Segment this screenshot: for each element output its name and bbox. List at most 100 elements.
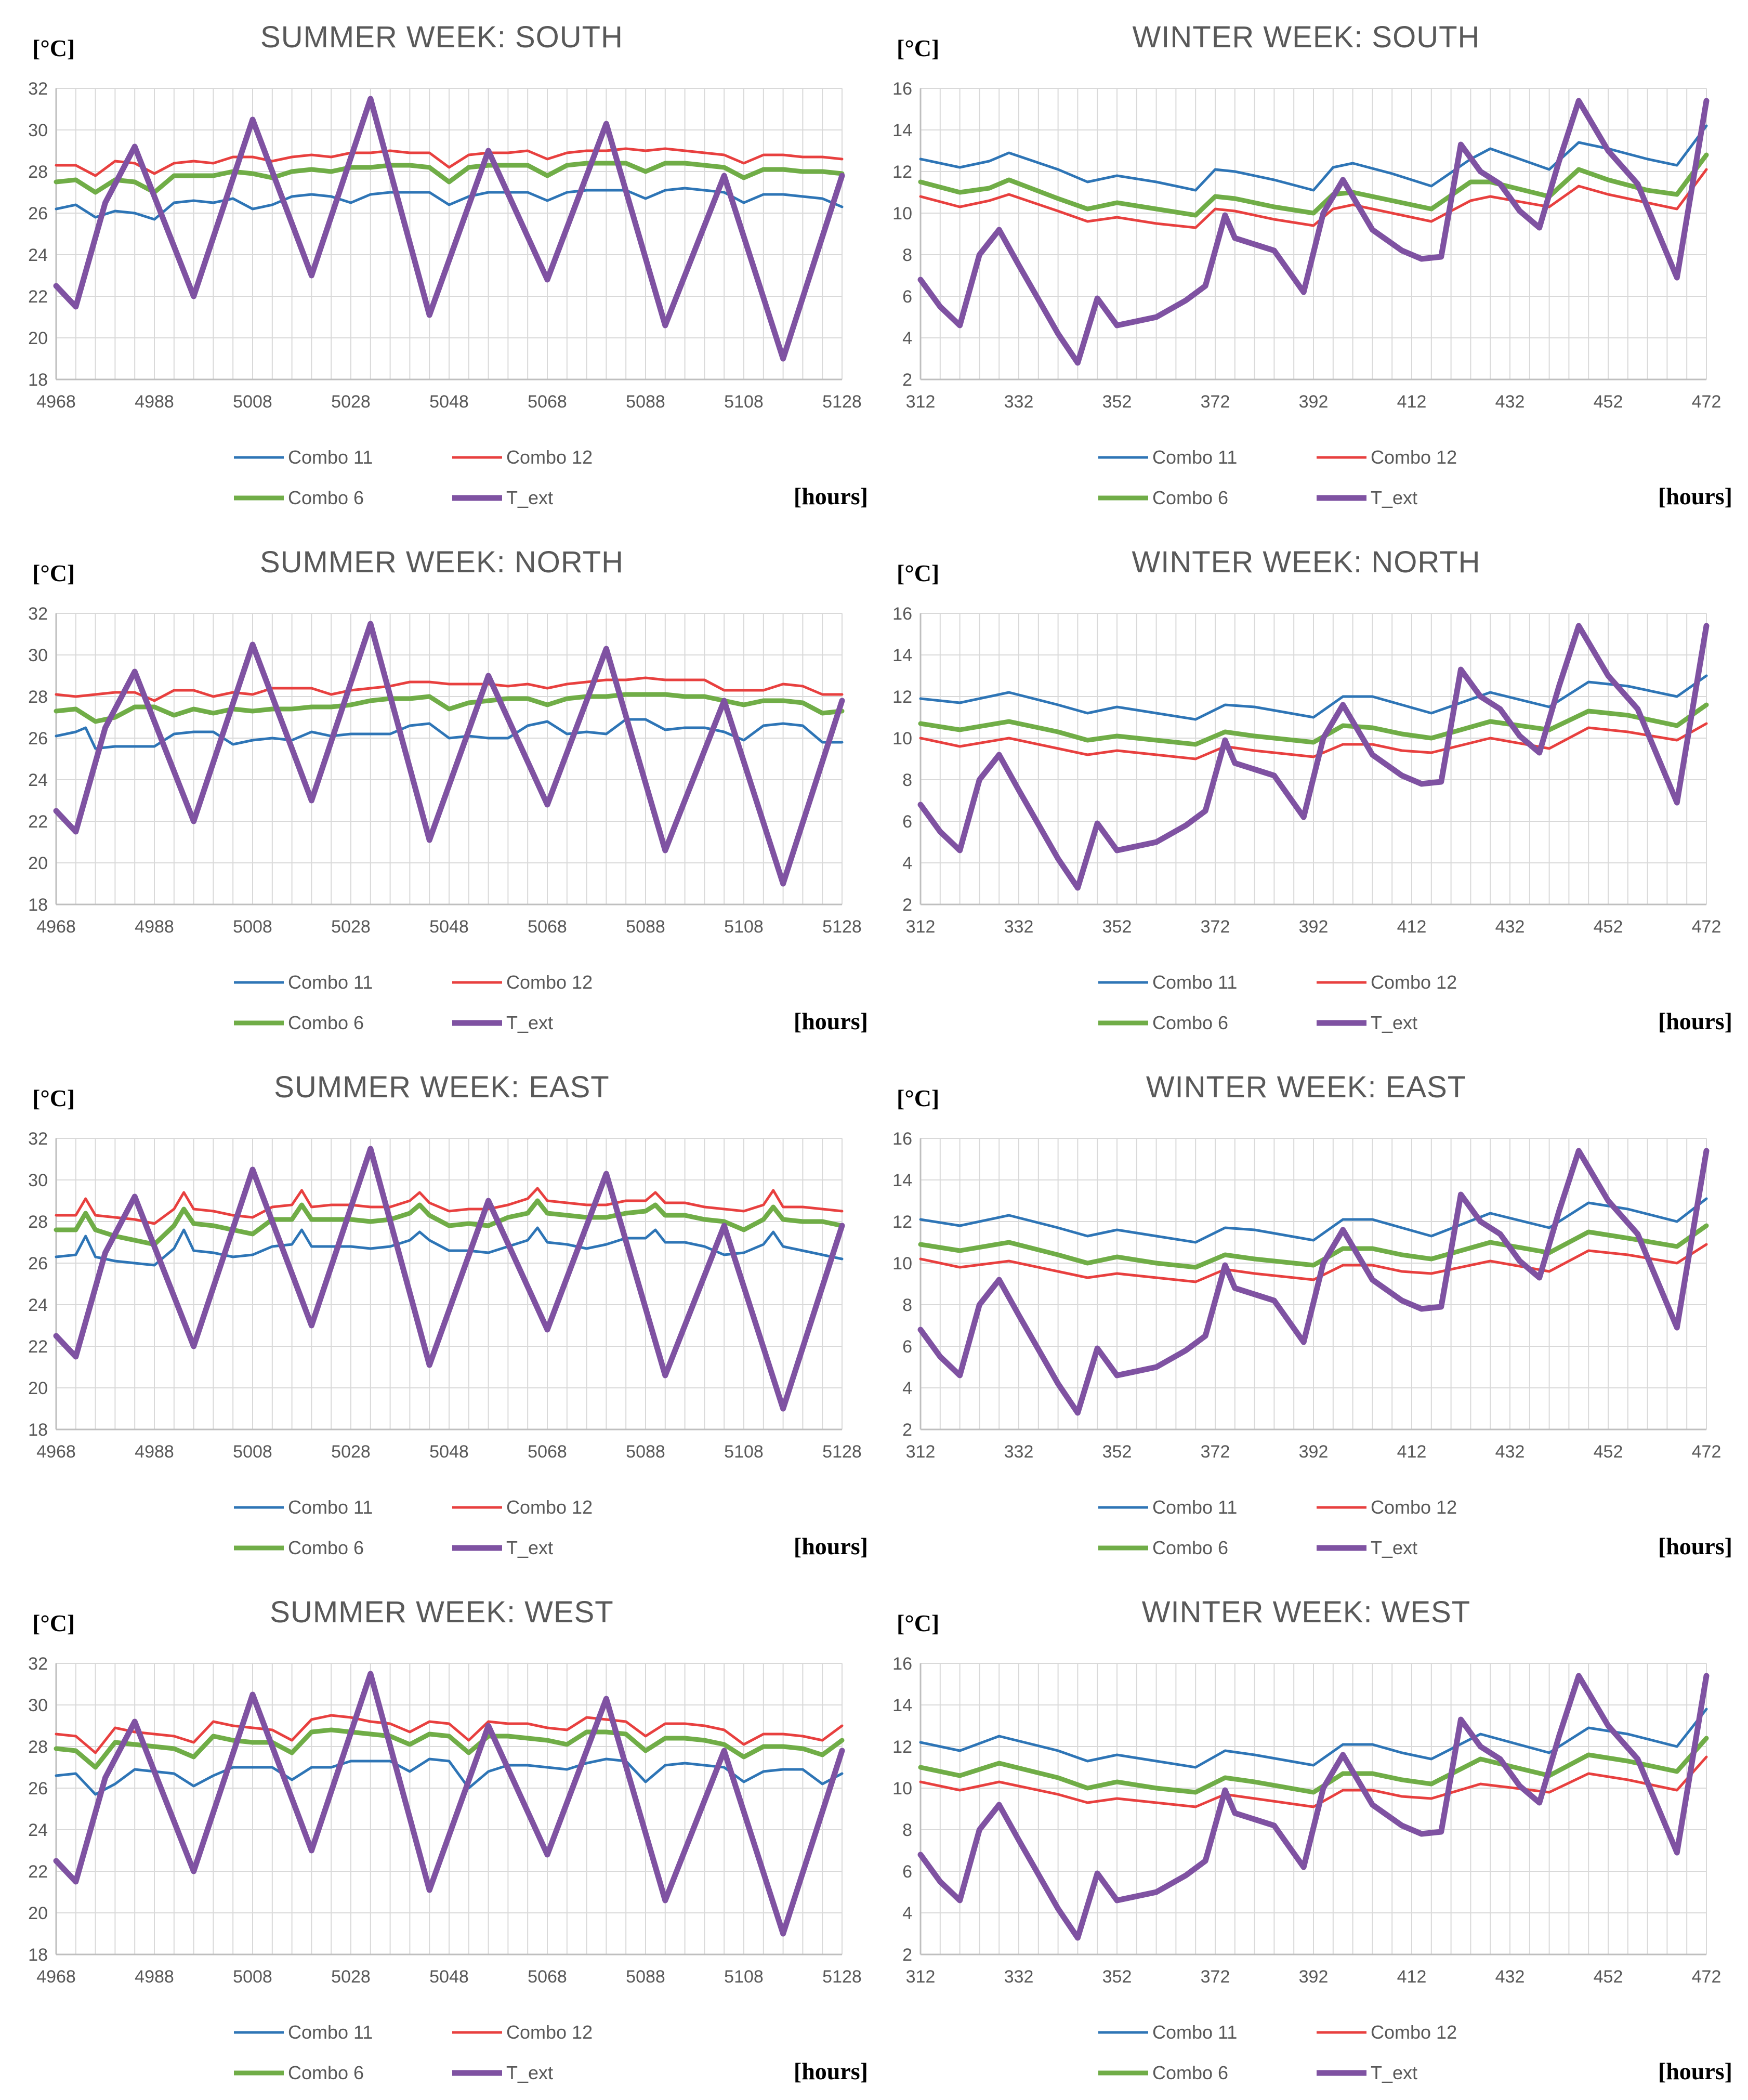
y-axis-unit: [°C] <box>32 1085 75 1111</box>
legend-label: Combo 11 <box>288 2022 373 2043</box>
x-tick-label: 312 <box>906 392 936 412</box>
x-tick-label: 372 <box>1201 917 1230 937</box>
x-tick-label: 392 <box>1299 1967 1329 1987</box>
series-line-combo-11 <box>55 1226 844 1267</box>
series-line-combo-6 <box>54 161 845 195</box>
y-tick-label: 32 <box>28 79 48 99</box>
series-line-combo-11 <box>919 1197 1708 1244</box>
x-tick-label: 332 <box>1004 1442 1034 1462</box>
y-tick-label: 16 <box>892 79 912 99</box>
x-tick-label: 452 <box>1594 1967 1623 1987</box>
x-tick-label: 332 <box>1004 1967 1034 1987</box>
y-tick-label: 2 <box>902 370 912 390</box>
legend-label: Combo 6 <box>1152 1012 1228 1033</box>
series-line-t-ext <box>917 1148 1710 1416</box>
y-tick-label: 26 <box>28 204 48 224</box>
x-tick-label: 412 <box>1397 1442 1427 1462</box>
x-tick-label: 312 <box>906 1967 936 1987</box>
series-line-t-ext <box>53 1671 845 1937</box>
x-tick-label: 312 <box>906 917 936 937</box>
x-tick-label: 5068 <box>528 1967 567 1987</box>
x-tick-label: 5088 <box>626 1442 665 1462</box>
chart-canvas: 18 20 22 24 26 28 30 32 4968 4988 5008 5028 5048 5068… <box>28 1654 862 2083</box>
legend-label: Combo 11 <box>288 1497 373 1518</box>
y-axis-unit: [°C] <box>32 560 75 586</box>
x-tick-label: 392 <box>1299 1442 1329 1462</box>
y-axis-unit: [°C] <box>32 35 75 61</box>
x-axis-unit: [hours] <box>793 1533 868 1559</box>
y-tick-label: 22 <box>28 812 48 832</box>
x-tick-label: 5088 <box>626 917 665 937</box>
chart-canvas: 18 20 22 24 26 28 30 32 4968 4988 5008 5028 5048 5068… <box>28 79 862 508</box>
x-tick-label: 432 <box>1495 392 1525 412</box>
x-tick-label: 352 <box>1102 1442 1132 1462</box>
series-line-combo-12 <box>919 168 1708 229</box>
chart-winter-west: 2 4 6 8 10 12 14 16 312 332 352 372 392 412 432 452 472 C… <box>880 1575 1732 2100</box>
y-tick-label: 22 <box>28 1862 48 1882</box>
y-axis-unit: [°C] <box>897 560 940 586</box>
x-tick-label: 5048 <box>429 392 469 412</box>
legend-label: Combo 12 <box>1371 1497 1457 1518</box>
legend-label: Combo 6 <box>288 1012 364 1033</box>
chart-summer-west: 18 20 22 24 26 28 30 32 4968 4988 5008 5028 5048 5068… <box>16 1575 868 2100</box>
x-tick-label: 4988 <box>135 392 174 412</box>
series-line-combo-11 <box>55 718 844 750</box>
x-tick-label: 5028 <box>331 1967 371 1987</box>
legend-label: Combo 12 <box>506 447 593 468</box>
y-tick-label: 12 <box>892 1737 912 1757</box>
chart-canvas: 18 20 22 24 26 28 30 32 4968 4988 5008 5028 5048 5068… <box>28 1129 862 1558</box>
x-tick-label: 452 <box>1594 917 1623 937</box>
x-tick-label: 432 <box>1495 1442 1525 1462</box>
series-line-combo-12 <box>55 1187 844 1225</box>
y-axis-unit: [°C] <box>897 35 940 61</box>
x-tick-label: 5128 <box>822 1967 862 1987</box>
legend-label: Combo 6 <box>288 487 364 508</box>
x-tick-label: 5128 <box>822 392 862 412</box>
y-tick-label: 16 <box>892 1654 912 1674</box>
x-tick-label: 5028 <box>331 917 371 937</box>
x-tick-label: 5048 <box>429 1967 469 1987</box>
x-tick-label: 5108 <box>724 392 764 412</box>
series-line-combo-6 <box>54 692 845 724</box>
x-tick-label: 5128 <box>822 917 862 937</box>
y-tick-label: 18 <box>28 895 48 915</box>
x-tick-label: 5088 <box>626 1967 665 1987</box>
series-line-t-ext <box>917 1673 1710 1941</box>
legend-label: Combo 12 <box>1371 972 1457 993</box>
x-tick-label: 332 <box>1004 392 1034 412</box>
y-tick-label: 28 <box>28 1212 48 1232</box>
y-tick-label: 8 <box>902 1820 912 1840</box>
chart-title: SUMMER WEEK: SOUTH <box>260 20 623 54</box>
chart-title: SUMMER WEEK: NORTH <box>259 545 624 579</box>
x-tick-label: 432 <box>1495 917 1525 937</box>
series-line-combo-11 <box>919 674 1708 721</box>
x-axis-unit: [hours] <box>793 483 868 509</box>
series-line-t-ext <box>53 96 845 362</box>
y-tick-label: 18 <box>28 1945 48 1965</box>
legend-label: Combo 11 <box>288 447 373 468</box>
x-tick-label: 472 <box>1692 917 1721 937</box>
series-line-combo-6 <box>918 1736 1709 1795</box>
x-tick-label: 5008 <box>233 917 272 937</box>
y-axis-unit: [°C] <box>32 1610 75 1636</box>
x-tick-label: 5048 <box>429 1442 469 1462</box>
series-line-combo-12 <box>55 676 844 702</box>
legend-label: T_ext <box>506 1537 553 1558</box>
y-tick-label: 24 <box>28 245 48 265</box>
y-tick-label: 22 <box>28 287 48 307</box>
chart-title: SUMMER WEEK: WEST <box>270 1595 614 1629</box>
chart-summer-north: 18 20 22 24 26 28 30 32 4968 4988 5008 5028 5048 5068… <box>16 525 868 1050</box>
x-tick-label: 412 <box>1397 917 1427 937</box>
y-tick-label: 14 <box>892 1171 912 1190</box>
legend-label: T_ext <box>1371 487 1417 508</box>
legend-label: Combo 6 <box>1152 1537 1228 1558</box>
legend-label: Combo 6 <box>288 1537 364 1558</box>
x-axis-unit: [hours] <box>1658 1008 1732 1034</box>
legend-label: T_ext <box>506 2062 553 2083</box>
chart-summer-south: 18 20 22 24 26 28 30 32 4968 4988 5008 5028 5048 5068… <box>16 0 868 525</box>
series-line-t-ext <box>917 98 1710 366</box>
y-axis-unit: [°C] <box>897 1610 940 1636</box>
chart-canvas: 2 4 6 8 10 12 14 16 312 332 352 372 392 412 432 452 472 C… <box>892 1129 1721 1558</box>
y-tick-label: 14 <box>892 1696 912 1715</box>
x-tick-label: 452 <box>1594 392 1623 412</box>
